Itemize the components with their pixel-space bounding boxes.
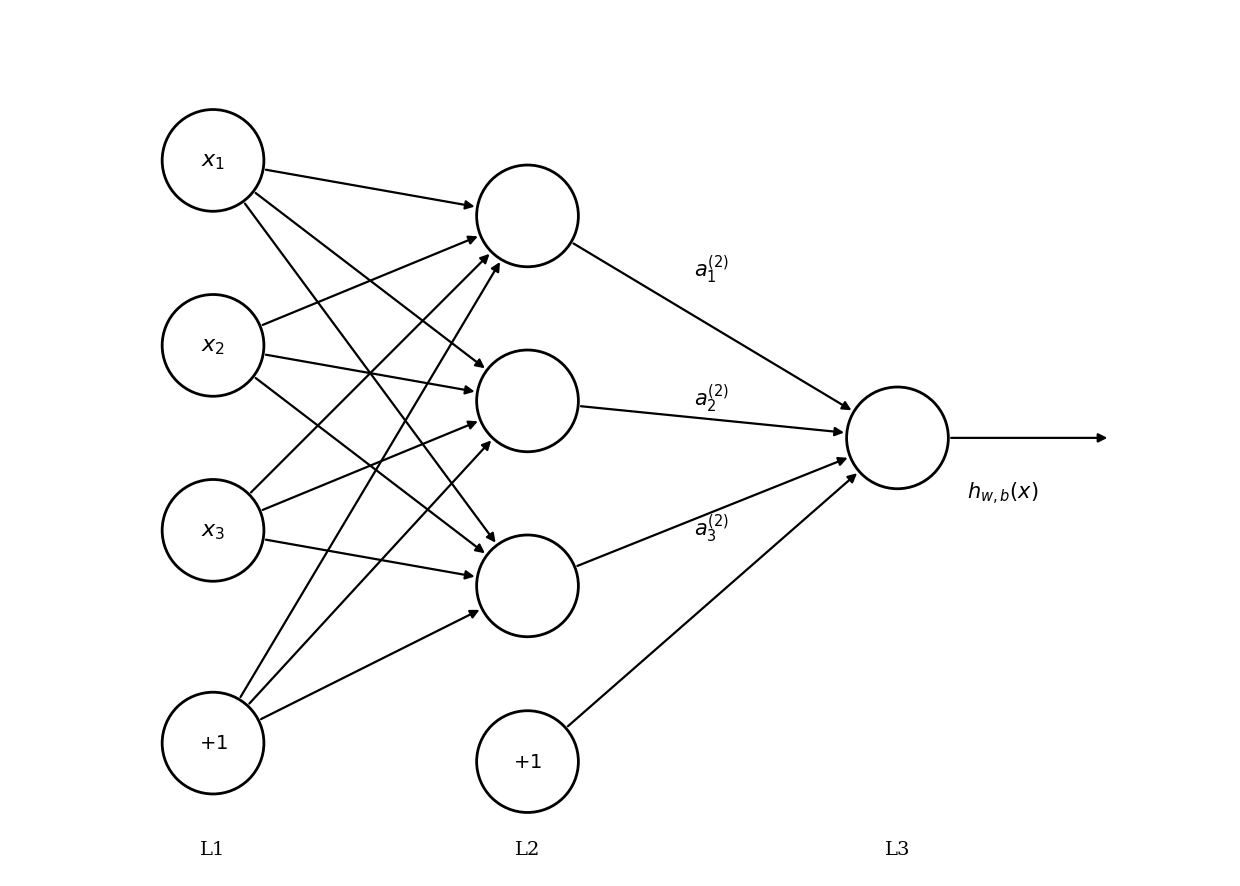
Circle shape [162, 693, 264, 794]
Text: L1: L1 [201, 841, 226, 859]
Circle shape [476, 166, 578, 268]
Text: $a_2^{(2)}$: $a_2^{(2)}$ [694, 383, 729, 415]
Text: L3: L3 [884, 841, 910, 859]
Text: $x_1$: $x_1$ [201, 151, 226, 172]
Text: $a_1^{(2)}$: $a_1^{(2)}$ [694, 253, 729, 285]
Circle shape [162, 480, 264, 581]
Text: $x_2$: $x_2$ [201, 335, 224, 357]
Circle shape [476, 711, 578, 812]
Text: $+1$: $+1$ [513, 753, 542, 771]
Text: $+1$: $+1$ [198, 734, 227, 752]
Text: $h_{w,b}(x)$: $h_{w,b}(x)$ [967, 481, 1038, 507]
Circle shape [847, 387, 949, 489]
Circle shape [476, 535, 578, 637]
Text: $x_3$: $x_3$ [201, 520, 226, 541]
Text: $a_3^{(2)}$: $a_3^{(2)}$ [694, 511, 729, 544]
Circle shape [162, 111, 264, 212]
Circle shape [162, 295, 264, 397]
Text: L2: L2 [515, 841, 541, 859]
Circle shape [476, 351, 578, 452]
